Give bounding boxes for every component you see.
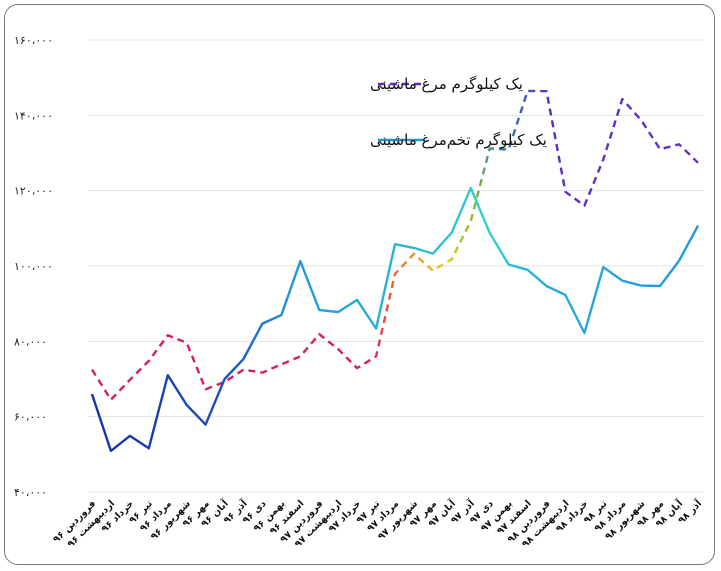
y-axis-ticks: ۴۰،۰۰۰ ۶۰،۰۰۰ ۸۰،۰۰۰ ۱۰۰،۰۰۰ ۱۲۰،۰۰۰ ۱۴۰،۰۰۰ ۱… xyxy=(14,34,53,499)
series-line-chicken xyxy=(90,89,699,401)
chicken-data-point xyxy=(280,363,282,365)
chicken-data-point xyxy=(185,342,187,344)
y-tick-label: ۱۴۰،۰۰۰ xyxy=(14,109,53,122)
y-tick-label: ۱۲۰،۰۰۰ xyxy=(14,185,53,198)
y-tick-label: ۸۰،۰۰۰ xyxy=(14,335,47,348)
legend-label-egg: یک کیلوگرم تخم‌مرغ ماشینی xyxy=(370,131,547,149)
chicken-data-point xyxy=(640,119,642,121)
legend: یک کیلوگرم مرغ ماشینی یک کیلوگرم تخم‌مرغ… xyxy=(370,75,547,149)
series-lines xyxy=(90,89,700,453)
y-tick-label: ۶۰،۰۰۰ xyxy=(14,411,47,424)
series-line-egg xyxy=(90,186,700,453)
chicken-data-point xyxy=(659,148,661,150)
chart-frame xyxy=(4,4,715,565)
y-tick-label: ۴۰،۰۰۰ xyxy=(14,486,47,499)
gridlines xyxy=(88,39,704,493)
y-tick-label: ۱۶۰،۰۰۰ xyxy=(14,34,53,47)
legend-label-chicken: یک کیلوگرم مرغ ماشینی xyxy=(370,75,523,93)
y-tick-label: ۱۰۰،۰۰۰ xyxy=(14,260,53,273)
